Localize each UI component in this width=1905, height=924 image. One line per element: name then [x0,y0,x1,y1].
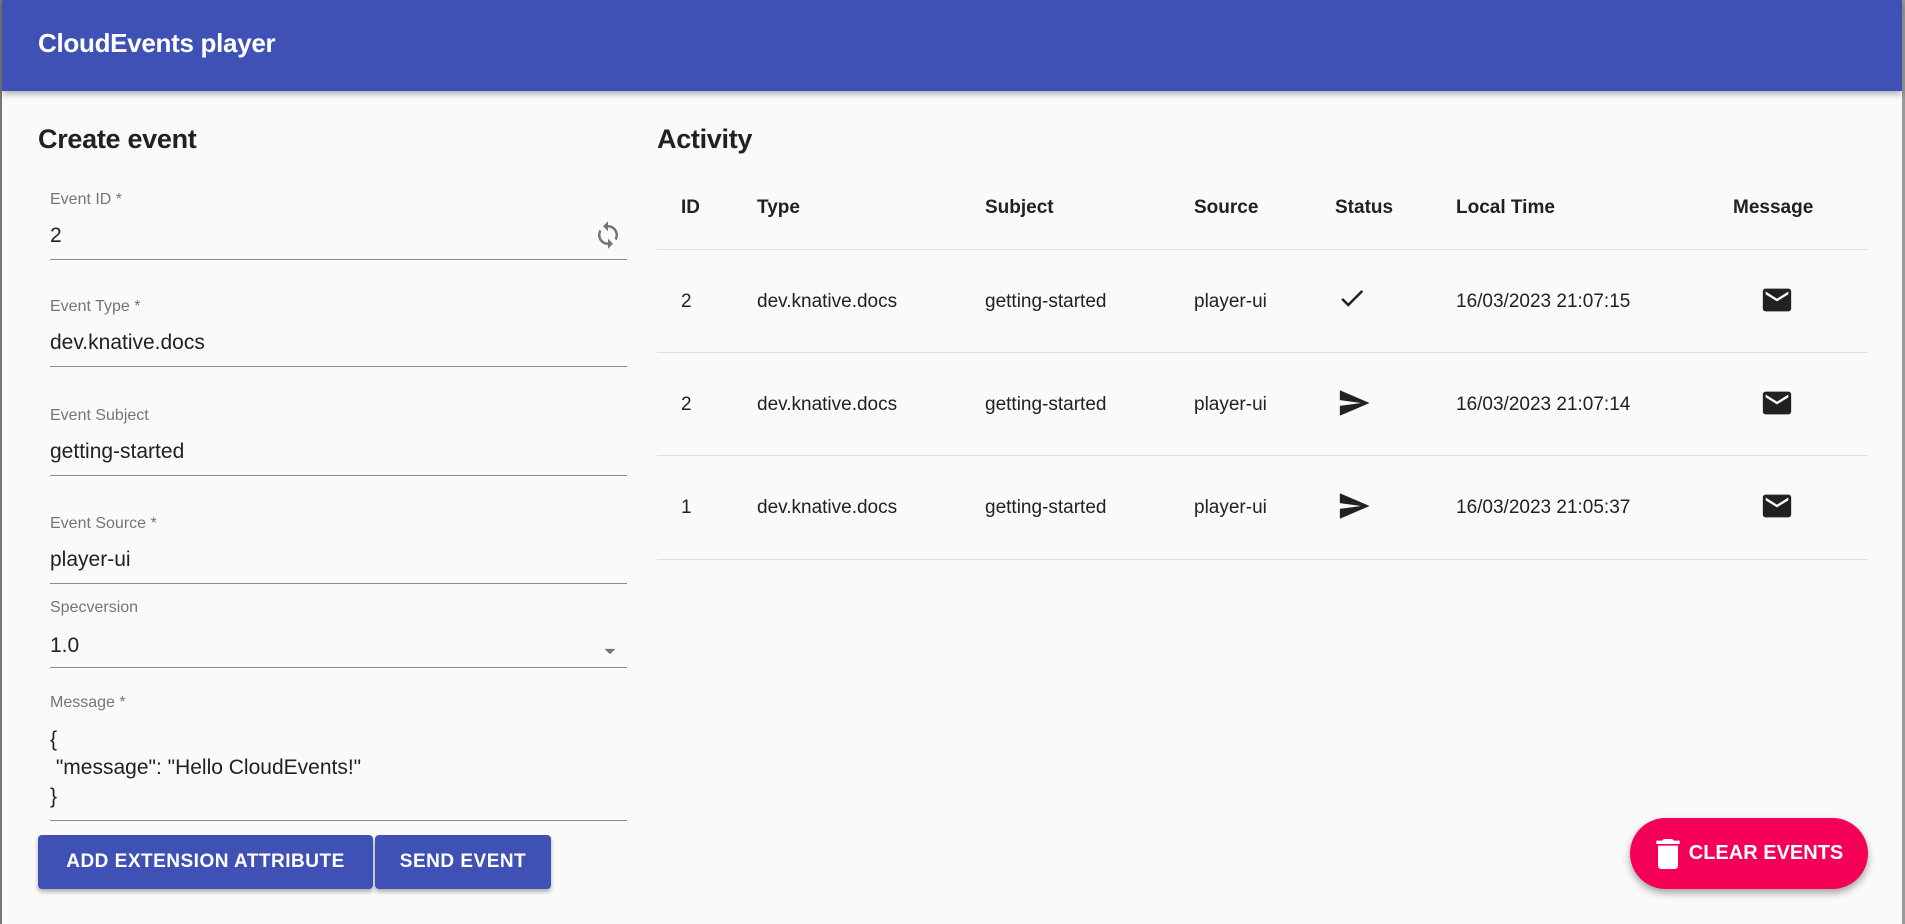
cell-source: player-ui [1194,497,1267,518]
trash-icon [1656,838,1680,869]
send-icon [1337,489,1371,528]
column-header-source: Source [1194,197,1259,218]
column-header-local-time: Local Time [1456,197,1555,218]
column-header-status: Status [1335,197,1394,218]
table-row[interactable]: 2 dev.knative.docs getting-started player-u… [657,352,1868,455]
refresh-icon[interactable] [593,220,623,250]
event-source-field[interactable]: Event Source * player-ui [50,514,627,584]
cell-source: player-ui [1194,291,1267,312]
column-header-type: Type [757,197,800,218]
event-id-field[interactable]: Event ID * 2 [50,190,627,260]
table-bottom-border [657,559,1868,560]
mail-icon[interactable] [1760,386,1794,425]
column-header-message: Message [1733,197,1814,218]
cell-subject: getting-started [985,497,1107,518]
column-header-subject: Subject [985,197,1054,218]
event-type-value: dev.knative.docs [50,331,205,354]
message-label: Message * [50,694,126,711]
add-extension-attribute-button[interactable]: ADD EXTENSION ATTRIBUTE [38,835,373,889]
specversion-value: 1.0 [50,634,80,657]
cell-type: dev.knative.docs [757,291,898,312]
message-textarea[interactable]: Message * { "message": "Hello CloudEvent… [50,693,627,821]
column-header-id: ID [681,197,700,218]
event-source-label: Event Source * [50,515,157,532]
event-subject-value: getting-started [50,440,185,463]
cell-source: player-ui [1194,394,1267,415]
cell-type: dev.knative.docs [757,497,898,518]
event-type-label: Event Type * [50,298,141,315]
specversion-label: Specversion [50,599,139,616]
table-row[interactable]: 2 dev.knative.docs getting-started player-u… [657,249,1868,352]
event-subject-field[interactable]: Event Subject getting-started [50,406,627,476]
mail-icon[interactable] [1760,283,1794,322]
cell-id: 2 [681,394,692,415]
event-subject-label: Event Subject [50,407,149,424]
clear-events-label: CLEAR EVENTS [1688,842,1844,864]
clear-events-button[interactable]: CLEAR EVENTS [1630,818,1868,889]
mail-icon[interactable] [1760,489,1794,528]
cell-subject: getting-started [985,394,1107,415]
dropdown-arrow-icon[interactable] [597,638,623,664]
check-icon [1337,283,1367,318]
create-event-heading: Create event [38,124,197,154]
table-row[interactable]: 1 dev.knative.docs getting-started player-u… [657,455,1868,558]
send-icon [1337,386,1371,425]
event-source-value: player-ui [50,548,131,571]
cell-local-time: 16/03/2023 21:07:15 [1456,291,1631,312]
event-id-value: 2 [50,224,62,247]
cell-subject: getting-started [985,291,1107,312]
cell-local-time: 16/03/2023 21:07:14 [1456,394,1631,415]
cell-id: 2 [681,291,692,312]
activity-heading: Activity [657,124,753,154]
app-bar: CloudEvents player [2,0,1902,91]
message-line: { [50,728,58,751]
app-title: CloudEvents player [38,28,276,58]
cell-local-time: 16/03/2023 21:05:37 [1456,497,1631,518]
event-id-label: Event ID * [50,191,123,208]
cell-type: dev.knative.docs [757,394,898,415]
send-event-button[interactable]: SEND EVENT [375,835,551,889]
event-type-field[interactable]: Event Type * dev.knative.docs [50,297,627,367]
message-line: } [50,785,58,808]
cell-id: 1 [681,497,692,518]
specversion-select[interactable]: Specversion 1.0 [50,598,627,668]
message-line: "message": "Hello CloudEvents!" [50,756,362,779]
